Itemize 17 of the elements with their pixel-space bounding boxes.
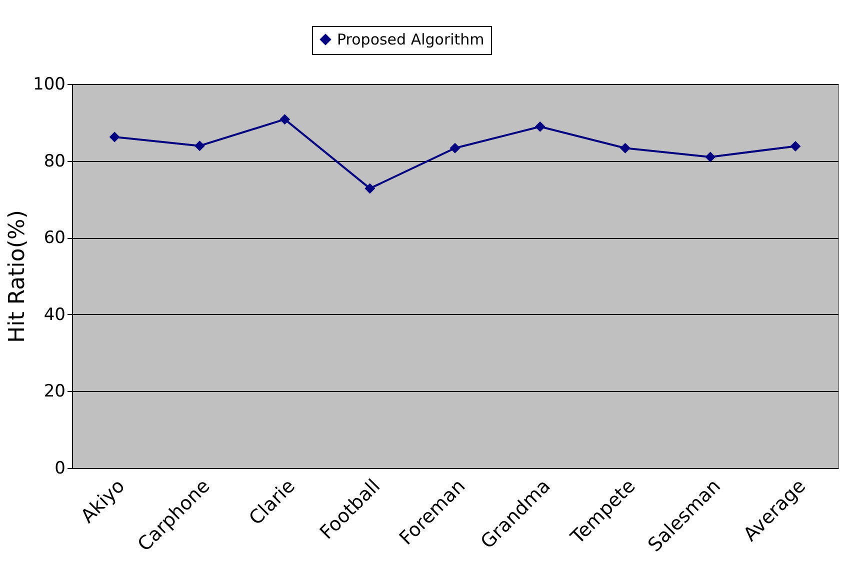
y-tick-label: 0 xyxy=(54,458,66,478)
y-tick-label: 40 xyxy=(44,304,66,325)
point xyxy=(790,140,801,152)
y-tick-label: 60 xyxy=(44,228,66,248)
y-tick-label: 100 xyxy=(33,74,66,94)
legend-label: Proposed Algorithm xyxy=(337,30,484,48)
point xyxy=(194,140,205,152)
point xyxy=(705,152,716,162)
point xyxy=(620,142,630,154)
y-tick-label: 20 xyxy=(44,382,66,402)
point xyxy=(450,142,460,154)
point xyxy=(534,121,546,132)
point xyxy=(364,183,376,194)
y-axis-title: Hit Ratio(%) xyxy=(5,210,30,343)
y-tick-label: 80 xyxy=(44,151,66,172)
point xyxy=(280,114,290,125)
point xyxy=(109,132,120,142)
